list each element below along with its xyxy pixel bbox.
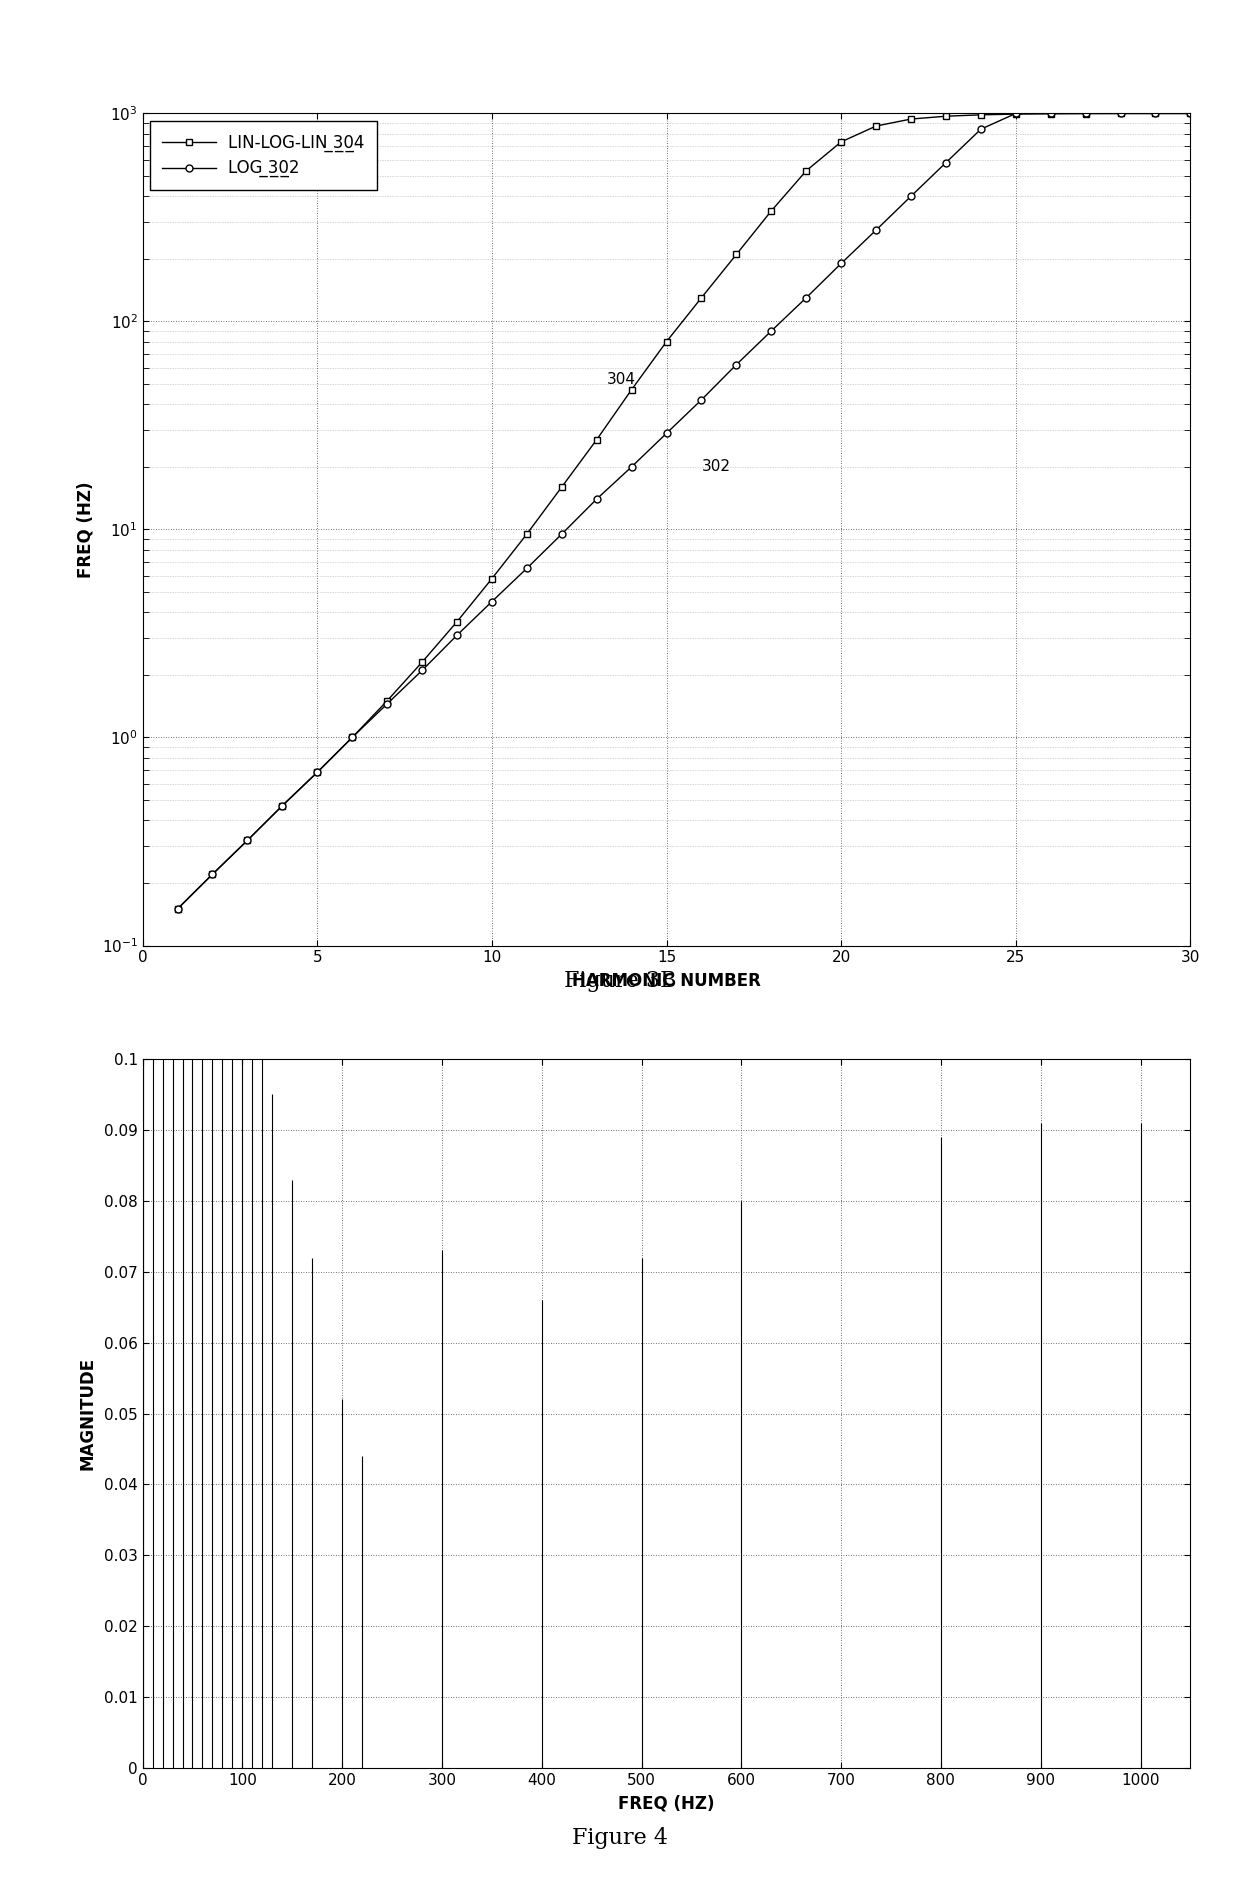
LIN-LOG-LIN 304 <box>589 429 604 452</box>
LIN-LOG-LIN 304 <box>414 651 429 673</box>
LOG 302 <box>764 320 779 342</box>
LOG 302 <box>729 354 744 376</box>
LOG 302 <box>310 760 325 783</box>
LIN-LOG-LIN 304 <box>624 378 639 401</box>
LOG 302 <box>379 692 394 715</box>
LOG 302 <box>275 794 290 817</box>
LOG 302 <box>345 726 360 749</box>
LIN-LOG-LIN 304 <box>170 898 185 921</box>
LIN-LOG-LIN 304 <box>554 477 569 499</box>
LIN-LOG-LIN 304 <box>275 794 290 817</box>
Legend: LIN-LOG-LIN ̲3̲0̲4, LOG ̲3̲0̲2: LIN-LOG-LIN ̲3̲0̲4, LOG ̲3̲0̲2 <box>150 121 377 189</box>
LIN-LOG-LIN 304 <box>764 200 779 223</box>
LIN-LOG-LIN 304 <box>485 567 500 590</box>
LOG 302 <box>554 522 569 545</box>
LOG 302 <box>449 624 464 647</box>
X-axis label: FREQ (HZ): FREQ (HZ) <box>619 1795 714 1813</box>
LIN-LOG-LIN 304 <box>239 828 255 851</box>
LOG 302 <box>1043 102 1058 125</box>
LOG 302 <box>1078 102 1094 125</box>
X-axis label: HARMONIC NUMBER: HARMONIC NUMBER <box>572 972 761 991</box>
Y-axis label: MAGNITUDE: MAGNITUDE <box>79 1358 97 1469</box>
LIN-LOG-LIN 304 <box>310 760 325 783</box>
LOG 302 <box>1148 102 1163 125</box>
LIN-LOG-LIN 304 <box>1043 102 1058 125</box>
LIN-LOG-LIN 304 <box>660 331 675 354</box>
Text: Figure 3B: Figure 3B <box>564 970 676 993</box>
LOG 302 <box>1183 102 1198 125</box>
LOG 302 <box>589 488 604 511</box>
LOG 302 <box>973 117 988 140</box>
LOG 302 <box>239 828 255 851</box>
LIN-LOG-LIN 304 <box>939 104 954 127</box>
LIN-LOG-LIN 304 <box>868 115 883 138</box>
LOG 302 <box>624 456 639 478</box>
LIN-LOG-LIN 304 <box>1183 102 1198 125</box>
LIN-LOG-LIN 304 <box>379 690 394 713</box>
LIN-LOG-LIN 304 <box>520 522 534 545</box>
LIN-LOG-LIN 304 <box>205 862 219 885</box>
LOG 302 <box>868 219 883 242</box>
LOG 302 <box>833 252 848 274</box>
Line: LIN-LOG-LIN 304: LIN-LOG-LIN 304 <box>174 110 1194 911</box>
LIN-LOG-LIN 304 <box>1078 102 1094 125</box>
LOG 302 <box>170 898 185 921</box>
LOG 302 <box>1114 102 1128 125</box>
LOG 302 <box>799 286 813 308</box>
LOG 302 <box>485 590 500 613</box>
LOG 302 <box>205 862 219 885</box>
Text: 302: 302 <box>702 460 730 475</box>
LIN-LOG-LIN 304 <box>449 611 464 633</box>
Y-axis label: FREQ (HZ): FREQ (HZ) <box>77 480 94 579</box>
LIN-LOG-LIN 304 <box>973 104 988 127</box>
LIN-LOG-LIN 304 <box>1114 102 1128 125</box>
Text: 304: 304 <box>608 373 636 388</box>
LIN-LOG-LIN 304 <box>345 726 360 749</box>
Text: Figure 4: Figure 4 <box>572 1827 668 1849</box>
LIN-LOG-LIN 304 <box>1148 102 1163 125</box>
LIN-LOG-LIN 304 <box>833 130 848 153</box>
LOG 302 <box>904 185 919 208</box>
LIN-LOG-LIN 304 <box>694 286 709 308</box>
LIN-LOG-LIN 304 <box>799 159 813 182</box>
LIN-LOG-LIN 304 <box>1008 102 1023 125</box>
LOG 302 <box>939 151 954 174</box>
LOG 302 <box>694 388 709 410</box>
LOG 302 <box>520 558 534 581</box>
LOG 302 <box>660 422 675 444</box>
LOG 302 <box>1008 102 1023 125</box>
Line: LOG 302: LOG 302 <box>174 110 1194 911</box>
LOG 302 <box>414 660 429 683</box>
LIN-LOG-LIN 304 <box>729 244 744 267</box>
LIN-LOG-LIN 304 <box>904 108 919 130</box>
